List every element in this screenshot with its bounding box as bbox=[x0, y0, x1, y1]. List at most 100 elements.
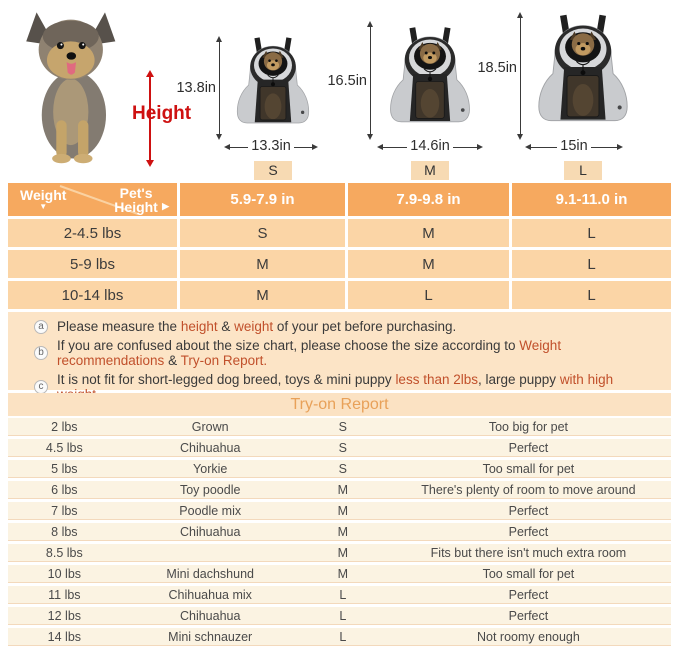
width-dim-arrow-m: 14.6in bbox=[377, 138, 484, 154]
tryon-cell-breed: Chihuahua bbox=[179, 608, 241, 623]
tryon-cell-weight: 6 lbs bbox=[51, 482, 78, 497]
arrow-right-icon bbox=[617, 144, 624, 150]
note-marker: a bbox=[34, 319, 48, 334]
tryon-cell-comment: Too small for pet bbox=[482, 566, 575, 581]
note-item-c: c It is not fit for short-legged dog bree… bbox=[34, 372, 657, 403]
size-cell: L bbox=[348, 281, 509, 309]
weight-row-header: 2-4.5 lbs bbox=[8, 219, 177, 247]
tryon-cell-size: M bbox=[337, 503, 348, 518]
tryon-cell-comment: There's plenty of room to move around bbox=[421, 482, 636, 497]
hero-section: Height 13.8in 13.3in S 16.5in 14.6in M 1… bbox=[0, 0, 679, 183]
size-chart-table: Weight ▼ Pet's Height ▶ 5.9-7.9 in 7.9-9… bbox=[8, 183, 671, 309]
tryon-cell-comment: Perfect bbox=[508, 503, 549, 518]
tryon-cell-weight: 2 lbs bbox=[51, 419, 78, 434]
size-cell: M bbox=[180, 281, 345, 309]
backpack-image-l bbox=[536, 13, 630, 138]
column-header: 7.9-9.8 in bbox=[348, 183, 509, 216]
size-cell: M bbox=[348, 219, 509, 247]
height-dim-arrow-s bbox=[215, 36, 224, 140]
pet-height-label: Height bbox=[132, 103, 192, 124]
tryon-report-section: Try-on Report 2 lbs Grown S Too big for pet… bbox=[8, 393, 671, 649]
height-dim-arrow-m bbox=[366, 21, 375, 140]
size-badge-s: S bbox=[254, 161, 292, 180]
tryon-cell-comment: Perfect bbox=[508, 524, 549, 539]
tryon-row: 5 lbs Yorkie S Too small for pet bbox=[8, 460, 671, 478]
note-marker: c bbox=[34, 380, 48, 394]
height-dimension-label-s: 13.8in bbox=[176, 80, 216, 96]
tryon-row: 11 lbs Chihuahua mix L Perfect bbox=[8, 586, 671, 604]
tryon-row: 14 lbs Mini schnauzer L Not roomy enough bbox=[8, 628, 671, 646]
height-dim-arrow-l bbox=[516, 12, 525, 140]
tryon-cell-weight: 5 lbs bbox=[51, 461, 78, 476]
tryon-cell-comment: Perfect bbox=[508, 587, 549, 602]
width-dim-arrow-s: 13.3in bbox=[224, 138, 319, 154]
note-item-a: a Please measure the height & weight of y… bbox=[34, 319, 657, 335]
tryon-cell-breed: Chihuahua bbox=[179, 524, 241, 539]
yorkie-dog-photo bbox=[26, 12, 116, 164]
tryon-cell-weight: 8.5 lbs bbox=[45, 545, 83, 560]
corner-header-cell: Weight ▼ Pet's Height ▶ bbox=[8, 183, 177, 216]
weight-axis-label: Weight ▼ bbox=[20, 187, 67, 211]
triangle-down-icon: ▼ bbox=[39, 202, 48, 211]
arrow-right-icon bbox=[477, 144, 484, 150]
tryon-cell-breed: Yorkie bbox=[193, 461, 228, 476]
arrow-right-icon bbox=[312, 144, 319, 150]
pet-height-arrow bbox=[146, 70, 154, 167]
tryon-cell-comment: Not roomy enough bbox=[477, 629, 580, 644]
backpack-image-m bbox=[388, 26, 472, 137]
tryon-cell-comment: Fits but there isn't much extra room bbox=[430, 545, 627, 560]
tryon-row: 4.5 lbs Chihuahua S Perfect bbox=[8, 439, 671, 457]
tryon-cell-size: M bbox=[337, 524, 348, 539]
arrow-down-icon bbox=[146, 160, 154, 167]
tryon-report-table: 2 lbs Grown S Too big for pet 4.5 lbs Chihuah… bbox=[8, 418, 671, 646]
height-dimension-label-m: 16.5in bbox=[327, 73, 367, 89]
tryon-row: 2 lbs Grown S Too big for pet bbox=[8, 418, 671, 436]
weight-row-header: 5-9 lbs bbox=[8, 250, 177, 278]
note-text: If you are confused about the size chart… bbox=[57, 337, 562, 369]
tryon-cell-size: M bbox=[337, 545, 348, 560]
column-header: 9.1-11.0 in bbox=[512, 183, 671, 216]
triangle-right-icon: ▶ bbox=[162, 201, 169, 211]
tryon-cell-size: L bbox=[339, 587, 347, 602]
tryon-cell-comment: Too big for pet bbox=[488, 419, 569, 434]
tryon-row: 12 lbs Chihuahua L Perfect bbox=[8, 607, 671, 625]
weight-row-header: 10-14 lbs bbox=[8, 281, 177, 309]
size-cell: M bbox=[180, 250, 345, 278]
tryon-cell-weight: 10 lbs bbox=[47, 566, 82, 581]
tryon-row: 10 lbs Mini dachshund M Too small for pet bbox=[8, 565, 671, 583]
arrow-left-icon bbox=[525, 144, 531, 150]
arrow-left-icon bbox=[224, 144, 230, 150]
tryon-cell-comment: Too small for pet bbox=[482, 461, 575, 476]
size-cell: L bbox=[512, 250, 671, 278]
tryon-cell-breed: Toy poodle bbox=[179, 482, 241, 497]
tryon-cell-weight: 4.5 lbs bbox=[45, 440, 83, 455]
tryon-report-title: Try-on Report bbox=[8, 393, 671, 416]
tryon-row: 6 lbs Toy poodle M There's plenty of room t… bbox=[8, 481, 671, 499]
diagonal-divider bbox=[59, 185, 139, 215]
width-dim-arrow-l: 15in bbox=[525, 138, 624, 154]
tryon-cell-weight: 14 lbs bbox=[47, 629, 82, 644]
width-dimension-label-s: 13.3in bbox=[251, 138, 291, 154]
tryon-row: 8.5 lbs M Fits but there isn't much extra … bbox=[8, 544, 671, 562]
arrow-left-icon bbox=[377, 144, 383, 150]
tryon-cell-breed: Poodle mix bbox=[179, 503, 242, 518]
width-dimension-label-l: 15in bbox=[560, 138, 588, 154]
tryon-cell-size: L bbox=[339, 629, 347, 644]
backpack-image-s bbox=[235, 36, 311, 137]
size-badge-l: L bbox=[564, 161, 602, 180]
tryon-cell-breed: Mini dachshund bbox=[166, 566, 254, 581]
size-cell: M bbox=[348, 250, 509, 278]
tryon-cell-weight: 7 lbs bbox=[51, 503, 78, 518]
tryon-cell-weight: 12 lbs bbox=[47, 608, 82, 623]
tryon-cell-breed: Mini schnauzer bbox=[168, 629, 253, 644]
tryon-cell-size: S bbox=[338, 461, 347, 476]
tryon-cell-breed: Chihuahua mix bbox=[168, 587, 252, 602]
tryon-cell-size: M bbox=[337, 482, 348, 497]
tryon-row: 8 lbs Chihuahua M Perfect bbox=[8, 523, 671, 541]
tryon-cell-breed: Grown bbox=[191, 419, 229, 434]
tryon-cell-comment: Perfect bbox=[508, 440, 549, 455]
arrow-up-icon bbox=[146, 70, 154, 77]
tryon-cell-size: L bbox=[339, 608, 347, 623]
tryon-cell-breed: Chihuahua bbox=[179, 440, 241, 455]
